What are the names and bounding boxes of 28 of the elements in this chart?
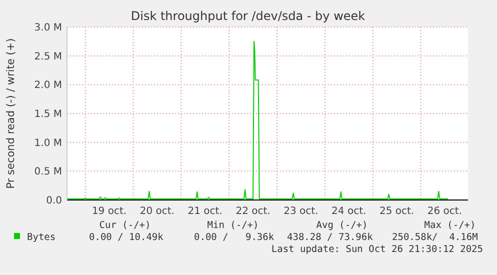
line-series	[66, 40, 449, 200]
x-tick-label: 25 oct.	[379, 206, 414, 217]
y-tick-label: 0.5 M	[34, 166, 62, 178]
y-tick-label: 2.0 M	[34, 80, 62, 92]
x-tick-label: 19 oct.	[92, 206, 127, 217]
y-tick-label: 3.0 M	[34, 22, 62, 34]
x-tick-label: 20 oct.	[140, 206, 174, 217]
text: 0.00 / 10.49k	[89, 232, 164, 243]
text: 0.00 / 9.36k	[194, 232, 274, 243]
x-tick-label: 21 oct.	[188, 206, 222, 217]
legend-label: Bytes	[27, 232, 56, 243]
x-tick-label: 23 oct.	[284, 206, 318, 217]
text: 250.58k/ 4.16M	[392, 232, 478, 243]
x-tick-label: 24 oct.	[332, 206, 366, 217]
y-tick-label: 0.0	[46, 196, 62, 206]
x-tick-label: 26 oct.	[427, 206, 462, 217]
y-axis-title: Pr second read (-) / write (+)	[5, 38, 17, 189]
chart-title: Disk throughput for /dev/sda - by week	[130, 9, 366, 23]
text: Avg (-/+)	[316, 220, 368, 231]
text: 438.28 / 73.96k	[287, 232, 374, 243]
y-tick-label: 2.5 M	[34, 51, 62, 62]
text: Cur (-/+)	[99, 220, 151, 231]
y-tick-label: 1.0 M	[34, 138, 62, 149]
y-tick-label: 1.5 M	[34, 109, 62, 120]
text: Max (-/+)	[424, 220, 476, 231]
text: Min (-/+)	[207, 220, 259, 231]
x-tick-label: 22 oct.	[236, 206, 270, 217]
text: Last update: Sun Oct 26 21:30:12 2025	[271, 244, 483, 255]
